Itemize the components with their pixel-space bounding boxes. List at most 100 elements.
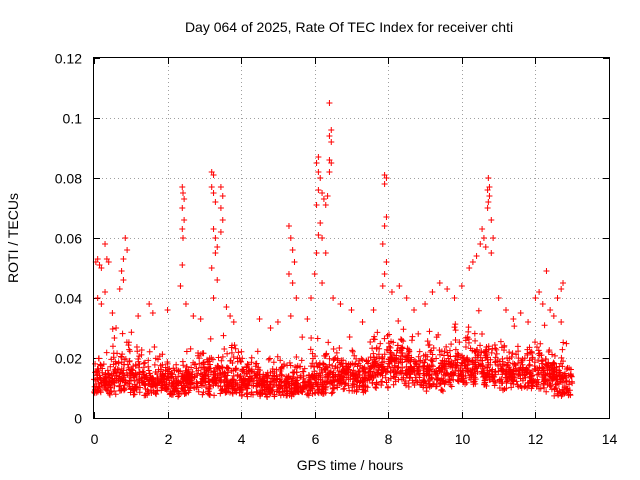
data-point	[126, 357, 133, 364]
data-point	[208, 265, 215, 271]
data-point	[367, 368, 374, 375]
data-point	[252, 360, 259, 367]
data-point	[283, 381, 290, 388]
data-point	[96, 374, 103, 381]
data-point	[219, 353, 226, 360]
data-point	[228, 368, 235, 375]
data-point	[441, 348, 448, 355]
data-point	[290, 373, 297, 380]
data-point	[436, 280, 443, 286]
data-point	[308, 295, 315, 301]
data-point	[154, 356, 161, 363]
data-point	[381, 223, 388, 229]
data-point	[246, 367, 253, 374]
data-point	[267, 325, 274, 331]
y-tick-label: 0.06	[55, 231, 82, 247]
data-point	[115, 359, 122, 366]
data-point	[556, 387, 563, 394]
data-point	[465, 339, 472, 346]
data-point	[128, 329, 135, 336]
data-point	[294, 381, 301, 388]
data-point	[105, 259, 112, 265]
data-point	[370, 350, 377, 357]
data-point	[483, 354, 490, 361]
data-point	[536, 289, 543, 295]
data-point	[238, 348, 245, 355]
data-point	[384, 332, 391, 339]
data-point	[488, 368, 495, 375]
data-point	[359, 356, 366, 363]
data-point	[485, 199, 492, 205]
data-point	[520, 364, 527, 371]
data-point	[435, 365, 442, 372]
data-point	[314, 381, 321, 388]
data-point	[416, 348, 423, 355]
data-point	[210, 226, 217, 232]
data-point	[472, 348, 479, 355]
data-point	[475, 307, 482, 314]
data-point	[542, 372, 549, 379]
data-point	[158, 366, 165, 373]
data-point	[436, 347, 443, 354]
data-point	[182, 301, 189, 307]
data-point	[351, 352, 358, 359]
data-point	[511, 323, 518, 330]
data-point	[115, 377, 122, 384]
data-point	[546, 372, 553, 379]
data-point	[109, 310, 116, 316]
data-point	[357, 362, 364, 369]
data-point	[435, 375, 442, 382]
grid-lines	[94, 58, 609, 418]
data-point	[448, 341, 455, 348]
data-point	[456, 339, 463, 346]
data-point	[173, 380, 180, 387]
data-point	[293, 295, 300, 301]
data-point	[416, 370, 423, 377]
data-point	[547, 307, 554, 313]
data-point	[337, 301, 344, 307]
data-point	[464, 334, 471, 341]
data-point	[426, 328, 433, 335]
data-point	[235, 349, 242, 356]
data-point	[200, 350, 207, 357]
data-point	[452, 321, 459, 328]
data-point	[354, 363, 361, 370]
data-point	[398, 336, 405, 343]
data-point	[253, 383, 260, 390]
data-point	[326, 361, 333, 368]
data-point	[516, 367, 523, 374]
data-point	[546, 381, 553, 388]
data-point	[228, 349, 235, 356]
data-point	[274, 353, 281, 360]
data-point	[479, 357, 486, 364]
data-point	[494, 361, 501, 368]
data-point	[336, 345, 343, 352]
data-point	[441, 381, 448, 388]
data-point	[561, 383, 568, 390]
data-point	[205, 364, 212, 371]
data-point	[506, 349, 513, 356]
data-point	[230, 319, 237, 325]
data-point	[526, 344, 533, 351]
y-tick-label: 0.04	[55, 291, 82, 307]
data-point	[458, 352, 465, 359]
data-point	[179, 226, 186, 232]
data-point	[164, 307, 171, 313]
data-point	[328, 390, 335, 397]
x-tick-label: 10	[455, 431, 471, 447]
data-point	[458, 283, 465, 289]
data-point	[119, 330, 126, 337]
data-point	[311, 271, 318, 277]
data-point	[379, 367, 386, 374]
data-point	[145, 357, 152, 364]
data-point	[355, 374, 362, 381]
data-point	[397, 356, 404, 363]
data-point	[179, 388, 186, 395]
data-point	[455, 351, 462, 358]
data-point	[517, 383, 524, 390]
data-point	[298, 357, 305, 364]
data-point	[471, 378, 478, 385]
data-point	[383, 259, 390, 265]
data-point	[470, 379, 477, 386]
data-point	[379, 283, 386, 289]
